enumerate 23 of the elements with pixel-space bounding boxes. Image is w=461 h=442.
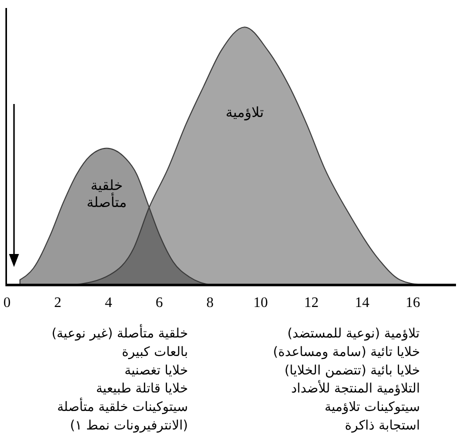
x-tick-label: 8 <box>206 295 214 311</box>
x-tick-label: 10 <box>253 295 268 311</box>
x-tick-label: 14 <box>354 295 370 311</box>
x-tick-label: 16 <box>406 295 420 311</box>
x-tick-label: 12 <box>304 295 319 311</box>
text: بالعات كبيرة <box>122 344 188 360</box>
text: خلقية متأصلة (غير نوعية) <box>52 324 188 342</box>
x-tick-label: 4 <box>104 295 113 311</box>
x-tick-label: 0 <box>3 295 11 311</box>
text: خلايا تغصنية <box>124 363 188 378</box>
text: تلاؤمية (نوعية للمستضد) <box>287 326 420 342</box>
text: (الانترفيرونات نمط ١) <box>70 418 188 434</box>
x-tick-label: 6 <box>156 295 163 311</box>
x-tick-label: 2 <box>54 295 62 311</box>
text: خلايا بائية (تتضمن الخلايا) <box>284 363 420 378</box>
text: خلايا قاتلة طبيعية <box>96 382 188 397</box>
text: سيتوكينات خلقية متأصلة <box>57 397 188 416</box>
text: التلاؤمية المنتجة للأضداد <box>291 380 420 397</box>
text: استجابة ذاكرة <box>344 418 420 434</box>
series-label: تلاؤمية <box>226 105 264 122</box>
text: خلايا تائية (سامة ومساعدة) <box>273 344 420 360</box>
text: سيتوكينات تلاؤمية <box>324 400 420 416</box>
series-label: خلقية متأصلة <box>86 178 127 211</box>
